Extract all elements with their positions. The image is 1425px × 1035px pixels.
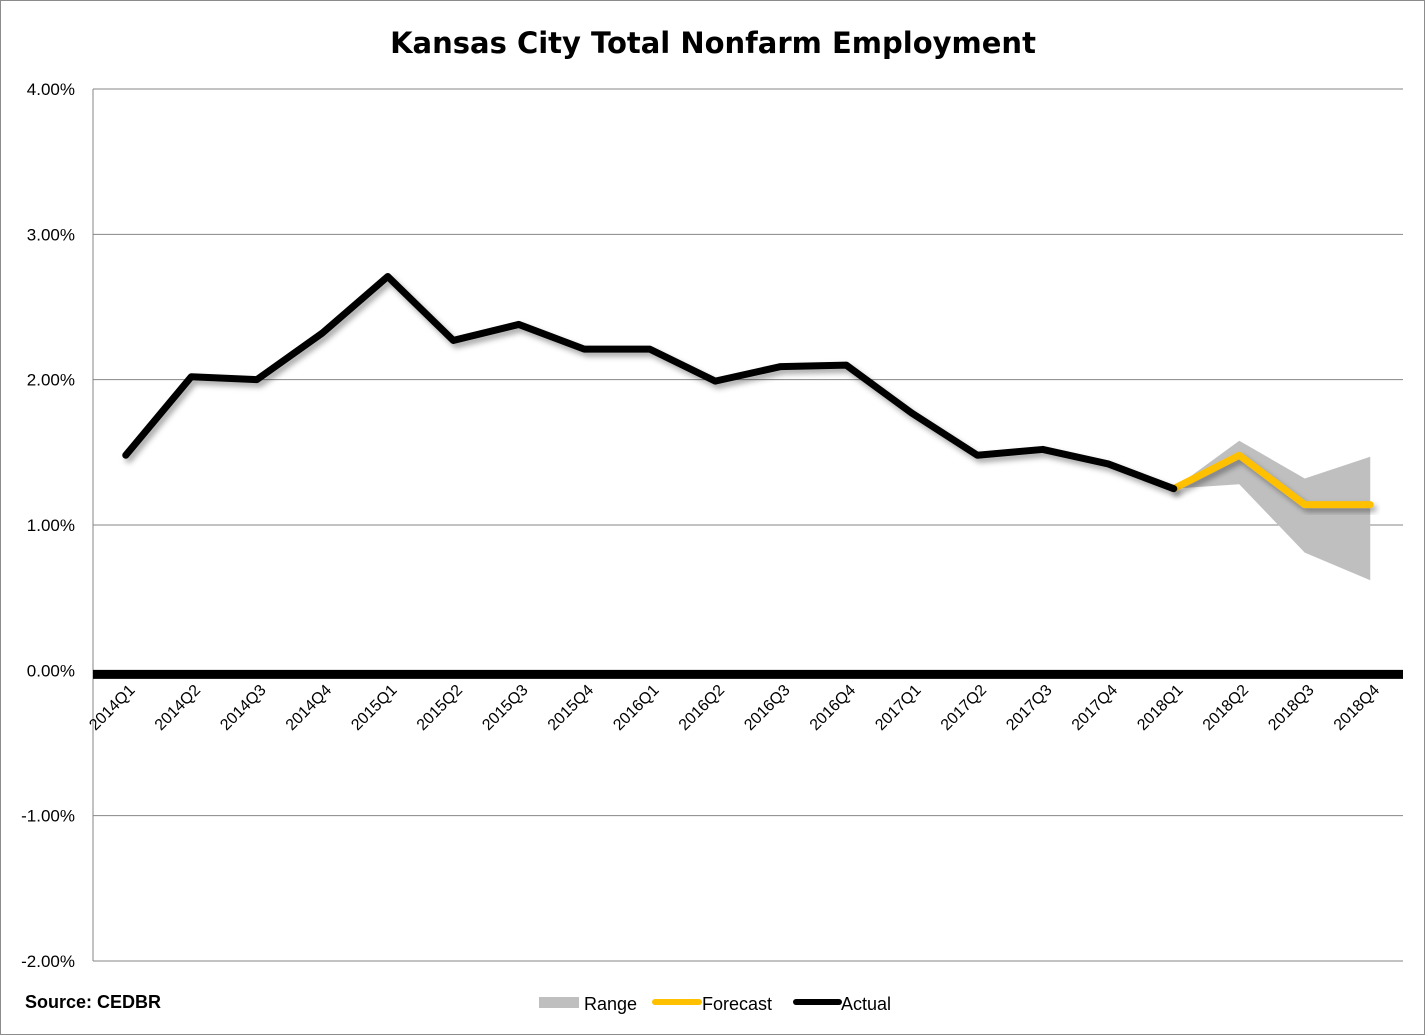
legend-swatch-range	[539, 997, 579, 1008]
x-tick-label: 2017Q4	[1069, 682, 1121, 734]
y-tick-label: 0.00%	[27, 661, 75, 680]
y-tick-label: 3.00%	[27, 225, 75, 244]
x-tick-label: 2015Q2	[414, 682, 466, 734]
x-tick-label: 2018Q1	[1134, 682, 1186, 734]
x-tick-label: 2017Q3	[1003, 682, 1055, 734]
legend: Range Forecast Actual	[539, 994, 891, 1014]
y-tick-label: -2.00%	[21, 952, 75, 971]
legend-label-forecast: Forecast	[702, 994, 772, 1014]
y-axis-tick-labels: 4.00% 3.00% 2.00% 1.00% 0.00% -1.00% -2.00%	[21, 80, 75, 971]
x-tick-label: 2014Q4	[283, 682, 335, 734]
legend-label-actual: Actual	[841, 994, 891, 1014]
x-tick-label: 2017Q2	[938, 682, 990, 734]
x-tick-label: 2015Q4	[545, 682, 597, 734]
x-tick-label: 2014Q2	[152, 682, 204, 734]
y-tick-label: -1.00%	[21, 807, 75, 826]
actual-line	[122, 272, 1178, 493]
x-tick-label: 2014Q1	[86, 682, 138, 734]
x-tick-label: 2018Q4	[1331, 682, 1383, 734]
x-tick-label: 2018Q2	[1200, 682, 1252, 734]
x-axis-tick-labels: 2014Q1 2014Q2 2014Q3 2014Q4 2015Q1 2015Q2 2015…	[86, 682, 1383, 734]
chart-title: Kansas City Total Nonfarm Employment	[390, 26, 1036, 60]
x-tick-label: 2015Q3	[479, 682, 531, 734]
x-tick-label: 2016Q1	[610, 682, 662, 734]
x-tick-label: 2016Q3	[741, 682, 793, 734]
forecast-line	[1170, 451, 1374, 509]
y-tick-label: 2.00%	[27, 371, 75, 390]
x-tick-label: 2016Q2	[676, 682, 728, 734]
x-tick-label: 2015Q1	[348, 682, 400, 734]
x-tick-label: 2018Q3	[1265, 682, 1317, 734]
x-tick-label: 2014Q3	[217, 682, 269, 734]
legend-label-range: Range	[584, 994, 637, 1014]
y-tick-label: 1.00%	[27, 516, 75, 535]
x-tick-label: 2016Q4	[807, 682, 859, 734]
range-band	[1173, 440, 1371, 581]
y-tick-label: 4.00%	[27, 80, 75, 99]
range-band-layer	[1173, 440, 1371, 581]
series-layer	[122, 272, 1374, 509]
gridlines	[93, 88, 1403, 962]
source-note: Source: CEDBR	[25, 992, 161, 1012]
x-tick-label: 2017Q1	[872, 682, 924, 734]
